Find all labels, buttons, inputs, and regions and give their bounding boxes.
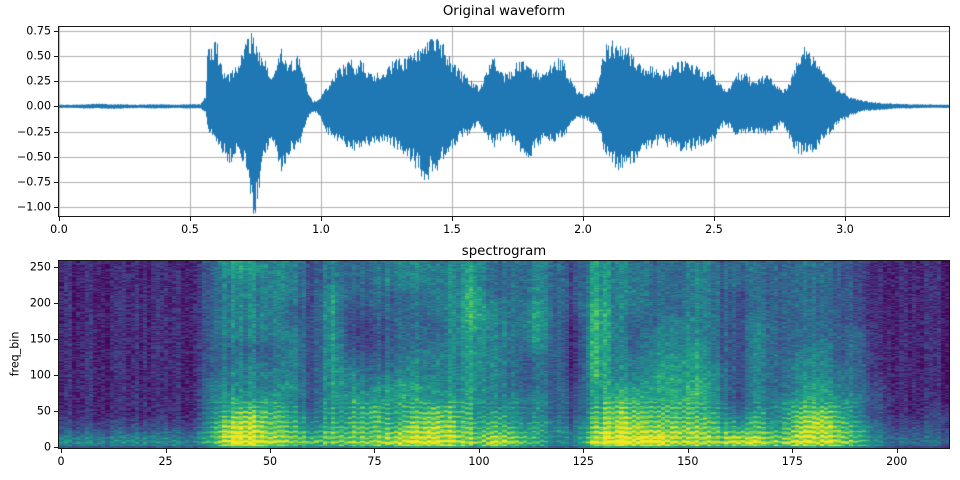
waveform-x-tick (321, 217, 322, 221)
spectrogram-x-tick (583, 449, 584, 453)
spectrogram-y-tick-label: 100 (29, 368, 51, 382)
waveform-x-tick (59, 217, 60, 221)
spectrogram-x-tick (792, 449, 793, 453)
waveform-plot-canvas (59, 27, 949, 216)
spectrogram-y-tick-label: 200 (29, 296, 51, 310)
spectrogram-plot-canvas (59, 261, 949, 448)
waveform-y-tick (54, 56, 58, 57)
waveform-y-tick-label: 0.50 (26, 49, 51, 63)
waveform-y-tick (54, 132, 58, 133)
waveform-y-tick-label: −0.50 (17, 150, 51, 164)
spectrogram-x-tick (479, 449, 480, 453)
spectrogram-axes (58, 260, 950, 449)
spectrogram-y-tick (54, 447, 58, 448)
waveform-y-tick-label: −0.75 (17, 175, 51, 189)
waveform-x-tick-label: 2.5 (705, 223, 723, 236)
spectrogram-title: spectrogram (461, 244, 547, 259)
waveform-y-tick (54, 81, 58, 82)
spectrogram-x-tick-label: 175 (781, 455, 803, 468)
waveform-x-tick (845, 217, 846, 221)
waveform-x-tick-label: 2.0 (574, 223, 592, 236)
spectrogram-x-tick-label: 50 (262, 455, 278, 468)
waveform-y-tick (54, 157, 58, 158)
spectrogram-x-tick-label: 75 (367, 455, 382, 468)
waveform-y-tick-label: 0.25 (26, 74, 51, 88)
waveform-x-tick-label: 0.5 (181, 223, 199, 236)
spectrogram-y-tick (54, 411, 58, 412)
spectrogram-y-tick (54, 339, 58, 340)
waveform-x-tick-label: 0.0 (50, 223, 68, 236)
waveform-y-tick-label: 0.00 (26, 99, 51, 113)
waveform-y-tick-label: −0.25 (17, 125, 51, 139)
spectrogram-x-tick-label: 125 (572, 455, 594, 468)
spectrogram-x-tick (688, 449, 689, 453)
spectrogram-x-tick (61, 449, 62, 453)
spectrogram-x-tick (270, 449, 271, 453)
waveform-y-tick (54, 182, 58, 183)
spectrogram-y-tick (54, 267, 58, 268)
waveform-axes (58, 26, 950, 217)
spectrogram-y-tick-label: 0 (43, 440, 51, 454)
waveform-y-tick (54, 31, 58, 32)
waveform-x-tick-label: 1.0 (312, 223, 330, 236)
spectrogram-x-tick-label: 25 (158, 455, 173, 468)
waveform-y-tick (54, 207, 58, 208)
spectrogram-x-tick (374, 449, 375, 453)
waveform-x-tick (583, 217, 584, 221)
spectrogram-x-tick-label: 100 (468, 455, 490, 468)
spectrogram-y-tick (54, 303, 58, 304)
waveform-x-tick (190, 217, 191, 221)
waveform-title: Original waveform (442, 4, 566, 19)
waveform-x-tick-label: 3.0 (836, 223, 854, 236)
spectrogram-y-tick (54, 375, 58, 376)
spectrogram-x-tick-label: 150 (677, 455, 699, 468)
spectrogram-x-tick (166, 449, 167, 453)
spectrogram-x-tick-label: 0 (57, 455, 65, 468)
waveform-y-tick-label: −1.00 (17, 200, 51, 214)
spectrogram-x-tick-label: 200 (886, 455, 908, 468)
spectrogram-y-tick-label: 150 (29, 332, 51, 346)
spectrogram-x-tick (897, 449, 898, 453)
waveform-x-tick (714, 217, 715, 221)
spectrogram-y-tick-label: 50 (36, 404, 51, 418)
waveform-x-tick (452, 217, 453, 221)
waveform-x-tick-label: 1.5 (443, 223, 461, 236)
spectrogram-y-tick-label: 250 (29, 260, 51, 274)
waveform-y-tick (54, 106, 58, 107)
waveform-y-tick-label: 0.75 (26, 24, 51, 38)
